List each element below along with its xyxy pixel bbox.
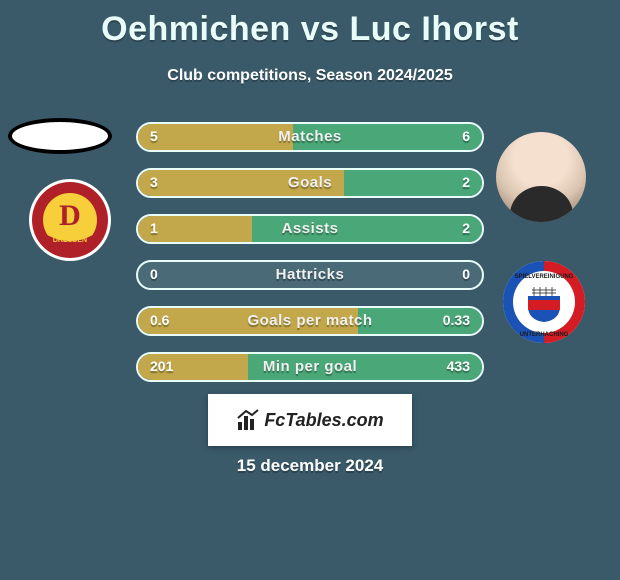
stat-row: 32Goals [136,168,484,198]
brand-logo: FcTables.com [236,408,383,432]
brand-badge: FcTables.com [208,394,412,446]
date-text: 15 december 2024 [0,456,620,476]
club-right-badge: SPIELVEREINIGUNG UNTERHACHING [502,260,586,344]
stat-label: Hattricks [138,266,482,283]
club-left-badge: D DRESDEN [28,178,112,262]
subtitle: Club competitions, Season 2024/2025 [0,67,620,85]
stat-label: Assists [138,220,482,237]
stat-row: 0.60.33Goals per match [136,306,484,336]
svg-text:SPIELVEREINIGUNG: SPIELVEREINIGUNG [515,274,574,280]
stat-label: Min per goal [138,358,482,375]
svg-text:DRESDEN: DRESDEN [53,237,87,244]
stat-row: 00Hattricks [136,260,484,290]
stat-row: 12Assists [136,214,484,244]
stat-label: Goals [138,174,482,191]
stat-label: Matches [138,128,482,145]
brand-text: FcTables.com [264,410,383,431]
chart-bars-icon [236,408,260,432]
player-right-avatar [496,132,586,222]
page-title: Oehmichen vs Luc Ihorst [0,0,620,49]
svg-text:UNTERHACHING: UNTERHACHING [520,332,569,338]
stat-row: 201433Min per goal [136,352,484,382]
stat-label: Goals per match [138,312,482,329]
svg-text:D: D [59,199,81,232]
player-left-avatar [8,118,112,154]
stat-row: 56Matches [136,122,484,152]
stats-container: 56Matches 32Goals 12Assists 00Hattricks 0.60… [136,122,484,398]
